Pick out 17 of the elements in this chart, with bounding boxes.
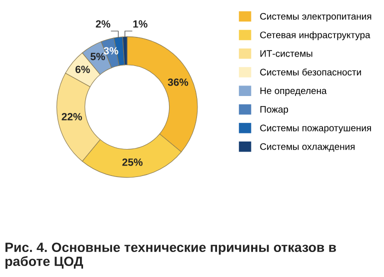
text: Рис. 4. Основные технические причины отказов в работе ЦОД: [5, 242, 336, 269]
legend-label: Системы охлаждения: [260, 143, 355, 152]
data-label: 3%: [104, 47, 118, 54]
legend-label: Не определена: [260, 88, 327, 96]
data-label: 1%: [133, 20, 148, 28]
legend-label: ИТ-системы: [260, 50, 312, 57]
data-label: 25%: [122, 158, 143, 166]
data-label: 22%: [62, 113, 82, 120]
data-label: 5%: [90, 52, 105, 60]
data-label: 6%: [76, 66, 90, 74]
legend-label: Системы пожаротушения: [260, 124, 371, 134]
legend-label: Системы электропитания: [260, 12, 372, 22]
legend-label: Пожар: [260, 106, 288, 115]
legend-label: Сетевая инфраструктура: [260, 31, 370, 40]
data-label: 2%: [96, 20, 110, 28]
data-label: 36%: [168, 78, 188, 86]
legend-label: Системы безопасности: [260, 68, 361, 76]
